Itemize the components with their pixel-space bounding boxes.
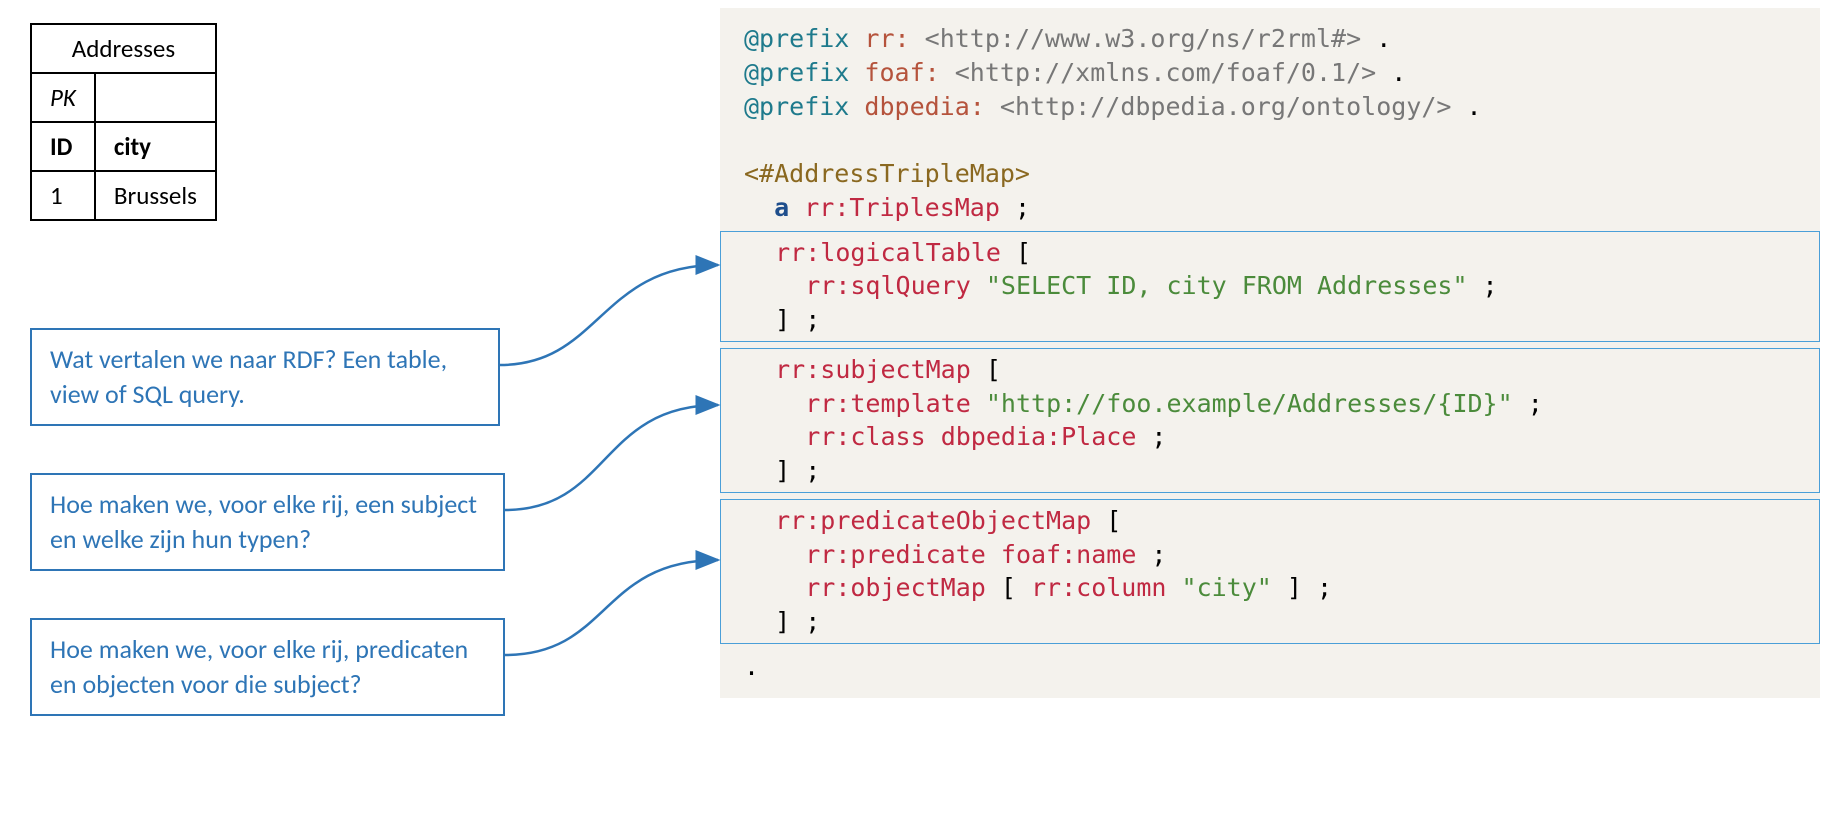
r2rml-code-panel: @prefix rr: <http://www.w3.org/ns/r2rml#…: [720, 8, 1820, 698]
addresses-table-region: Addresses PK ID city 1 Brussels: [30, 23, 217, 221]
col-header-id: ID: [31, 122, 95, 171]
code-block-predicate-object-map: rr:predicateObjectMap [ rr:predicate foa…: [720, 499, 1820, 644]
pk-empty-cell: [95, 73, 216, 122]
pk-label: PK: [31, 73, 95, 122]
code-block-subject-map: rr:subjectMap [ rr:template "http://foo.…: [720, 348, 1820, 493]
annotation-logical-table: Wat vertalen we naar RDF? Een table, vie…: [30, 328, 500, 426]
addresses-table: Addresses PK ID city 1 Brussels: [30, 23, 217, 221]
annotation-predicate-object-map: Hoe maken we, voor elke rij, predicaten …: [30, 618, 505, 716]
code-prefix-lines: @prefix rr: <http://www.w3.org/ns/r2rml#…: [720, 22, 1820, 225]
code-block-logical-table: rr:logicalTable [ rr:sqlQuery "SELECT ID…: [720, 231, 1820, 342]
code-final-dot: .: [720, 650, 1820, 684]
table-title: Addresses: [31, 24, 216, 73]
cell-id: 1: [31, 171, 95, 220]
annotation-subject-map: Hoe maken we, voor elke rij, een subject…: [30, 473, 505, 571]
col-header-city: city: [95, 122, 216, 171]
cell-city: Brussels: [95, 171, 216, 220]
table-row: 1 Brussels: [31, 171, 216, 220]
